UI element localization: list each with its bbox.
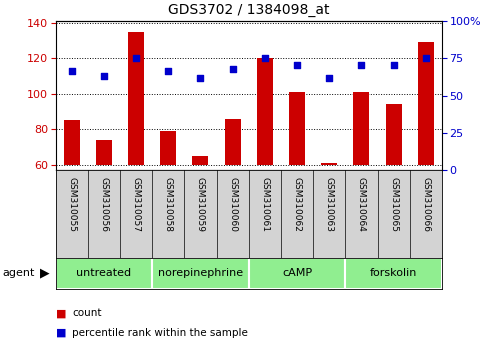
Text: untreated: untreated [76, 268, 131, 279]
Bar [257, 58, 273, 165]
Bar [289, 92, 305, 165]
Point [293, 63, 301, 68]
Text: GSM310055: GSM310055 [67, 177, 76, 232]
Bar [418, 42, 434, 165]
Text: GSM310061: GSM310061 [260, 177, 270, 232]
Bar [128, 32, 144, 165]
Point [229, 66, 237, 72]
Bar [385, 104, 402, 165]
Point [261, 56, 269, 61]
Text: cAMP: cAMP [282, 268, 312, 279]
Text: GSM310057: GSM310057 [131, 177, 141, 232]
Text: ■: ■ [56, 328, 66, 338]
Text: GSM310066: GSM310066 [421, 177, 430, 232]
Text: GSM310056: GSM310056 [99, 177, 108, 232]
Bar [354, 92, 369, 165]
Point [68, 68, 75, 74]
Text: ■: ■ [56, 308, 66, 318]
Bar [225, 119, 241, 165]
Point [197, 75, 204, 81]
Point [390, 63, 398, 68]
Bar [64, 120, 80, 165]
Bar [321, 163, 337, 165]
Bar [345, 258, 442, 289]
Text: GSM310059: GSM310059 [196, 177, 205, 232]
Title: GDS3702 / 1384098_at: GDS3702 / 1384098_at [168, 4, 329, 17]
Point [422, 56, 430, 61]
Bar [192, 156, 209, 165]
Text: GSM310065: GSM310065 [389, 177, 398, 232]
Point [100, 73, 108, 79]
Bar [160, 131, 176, 165]
Text: percentile rank within the sample: percentile rank within the sample [72, 328, 248, 338]
Bar [56, 258, 152, 289]
Text: GSM310063: GSM310063 [325, 177, 334, 232]
Text: ▶: ▶ [40, 267, 50, 280]
Text: forskolin: forskolin [370, 268, 417, 279]
Text: GSM310060: GSM310060 [228, 177, 237, 232]
Point [132, 56, 140, 61]
Point [326, 75, 333, 81]
Text: GSM310058: GSM310058 [164, 177, 173, 232]
Point [164, 68, 172, 74]
Text: GSM310064: GSM310064 [357, 177, 366, 232]
Bar [249, 258, 345, 289]
Text: GSM310062: GSM310062 [293, 177, 301, 232]
Bar [96, 140, 112, 165]
Bar [152, 258, 249, 289]
Text: norepinephrine: norepinephrine [158, 268, 243, 279]
Text: count: count [72, 308, 102, 318]
Point [357, 63, 365, 68]
Text: agent: agent [2, 268, 35, 278]
